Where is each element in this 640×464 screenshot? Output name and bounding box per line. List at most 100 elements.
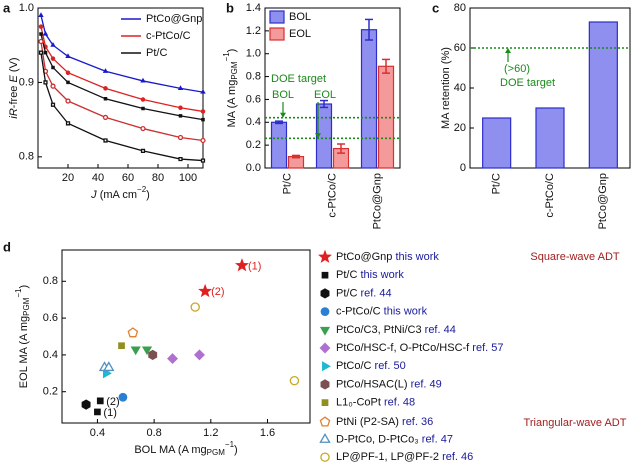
marker [103, 86, 108, 91]
axis-label-part: ) [146, 189, 150, 201]
legend-label: L1₀-CoPt ref. 48 [336, 397, 415, 409]
axis-label-part: (V) [8, 57, 20, 75]
y-tick-label: 0.8 [246, 70, 261, 82]
legend-marker [320, 307, 330, 316]
x-tick-label: 1.2 [203, 427, 218, 439]
x-tick-label: 0.8 [146, 427, 161, 439]
legend-ref: ref. 49 [408, 378, 442, 390]
legend-ref: this work [357, 269, 404, 281]
legend-name: D-PtCo, D-PtCo₃ [336, 434, 419, 446]
legend-label: PtCo/HSAC(L) ref. 49 [336, 378, 442, 390]
series-line [40, 41, 204, 142]
marker [65, 70, 71, 75]
y-tick-label: 20 [454, 122, 466, 134]
y-tick-label: 1.0 [19, 2, 34, 14]
bar [588, 21, 618, 169]
arrow-head [280, 112, 286, 118]
marker [178, 105, 183, 110]
marker [50, 56, 56, 61]
target-label: (>60) [504, 63, 530, 75]
marker [190, 302, 200, 312]
legend-name: PtNi (P2-SA) [336, 416, 399, 428]
marker [38, 12, 44, 18]
marker [50, 83, 56, 89]
legend-label: PtCo/C ref. 50 [336, 360, 406, 372]
x-tick-label: 1.6 [260, 427, 275, 439]
axis-label-part: PGM [22, 297, 31, 316]
x-tick-label: 20 [62, 172, 74, 184]
marker [50, 102, 56, 107]
y-tick-label: 0.6 [43, 312, 58, 324]
marker [65, 121, 71, 126]
axis-label-part: ) [234, 444, 238, 456]
series-line [40, 26, 204, 113]
y-tick-label: 40 [454, 82, 466, 94]
marker [43, 50, 48, 55]
x-tick-label: 60 [122, 172, 134, 184]
marker [43, 80, 48, 85]
panel-letter: b [226, 0, 234, 15]
group-label: Square-wave ADT [530, 251, 620, 263]
axis-label-part: MA retention (%) [440, 47, 452, 129]
marker [127, 327, 139, 338]
marker [201, 117, 205, 122]
y-tick-label: 0.9 [19, 76, 34, 88]
legend-name: PtCo/C3, PtNi/C3 [336, 324, 422, 336]
legend-ref: ref. 44 [422, 324, 456, 336]
axis-label-part: EOL MA (A mg [18, 316, 30, 388]
axis-label: EOL MA (A mgPGM−1) [14, 285, 31, 388]
axis-label-part: −2 [137, 185, 147, 194]
marker [130, 346, 141, 356]
axis-label-part: −1 [225, 440, 235, 449]
y-tick-label: 0.4 [43, 349, 58, 361]
marker [81, 399, 91, 410]
legend-name: PtCo@Gnp [336, 251, 392, 263]
marker [50, 42, 56, 47]
series-line [40, 33, 204, 121]
legend-ref: ref. 48 [381, 397, 415, 409]
legend-marker [320, 379, 330, 390]
marker [102, 68, 109, 73]
legend-label: c-PtCo/C [146, 30, 191, 42]
bar [535, 107, 565, 169]
marker [42, 30, 49, 36]
legend-name: Pt/C [336, 269, 357, 281]
legend-ref: ref. 47 [419, 434, 453, 446]
legend-swatch [269, 10, 285, 24]
series-line [40, 52, 204, 162]
axis-label: MA (A mgPGM−1) [222, 49, 239, 128]
x-tick-label: PtCo@Gnp [371, 173, 383, 229]
axis-label-part: -free [8, 83, 20, 109]
plot-frame [61, 249, 311, 424]
legend-marker [319, 326, 331, 336]
arrow-head [315, 133, 321, 139]
legend-label: LP@PF-1, LP@PF-2 ref. 46 [336, 451, 473, 463]
y-tick-label: 80 [454, 2, 466, 14]
x-tick-label: Pt/C [491, 173, 503, 194]
legend-label: c-PtCo/C this work [336, 306, 428, 318]
legend-marker [318, 249, 332, 263]
marker [38, 24, 44, 29]
marker [234, 258, 249, 272]
axis-label-part: PGM [207, 448, 226, 457]
legend-marker [320, 452, 330, 462]
legend-ref: ref. 44 [357, 287, 391, 299]
marker [140, 148, 146, 154]
bar [360, 29, 378, 169]
bar [482, 117, 512, 169]
legend-label: PtCo@Gnp this work [336, 251, 439, 263]
point-label: (2) [211, 286, 224, 298]
marker [38, 50, 44, 55]
x-tick-label: 80 [152, 172, 164, 184]
marker [65, 98, 71, 104]
marker [103, 138, 108, 143]
marker [102, 114, 109, 121]
legend-label: Pt/C ref. 44 [336, 287, 392, 299]
marker [66, 80, 70, 85]
legend-ref: ref. 57 [469, 342, 503, 354]
target-label: BOL [272, 89, 294, 101]
marker [140, 77, 146, 83]
marker [148, 349, 158, 361]
axis-label-part: iR [8, 108, 20, 118]
x-tick-label: 0.4 [90, 427, 105, 439]
